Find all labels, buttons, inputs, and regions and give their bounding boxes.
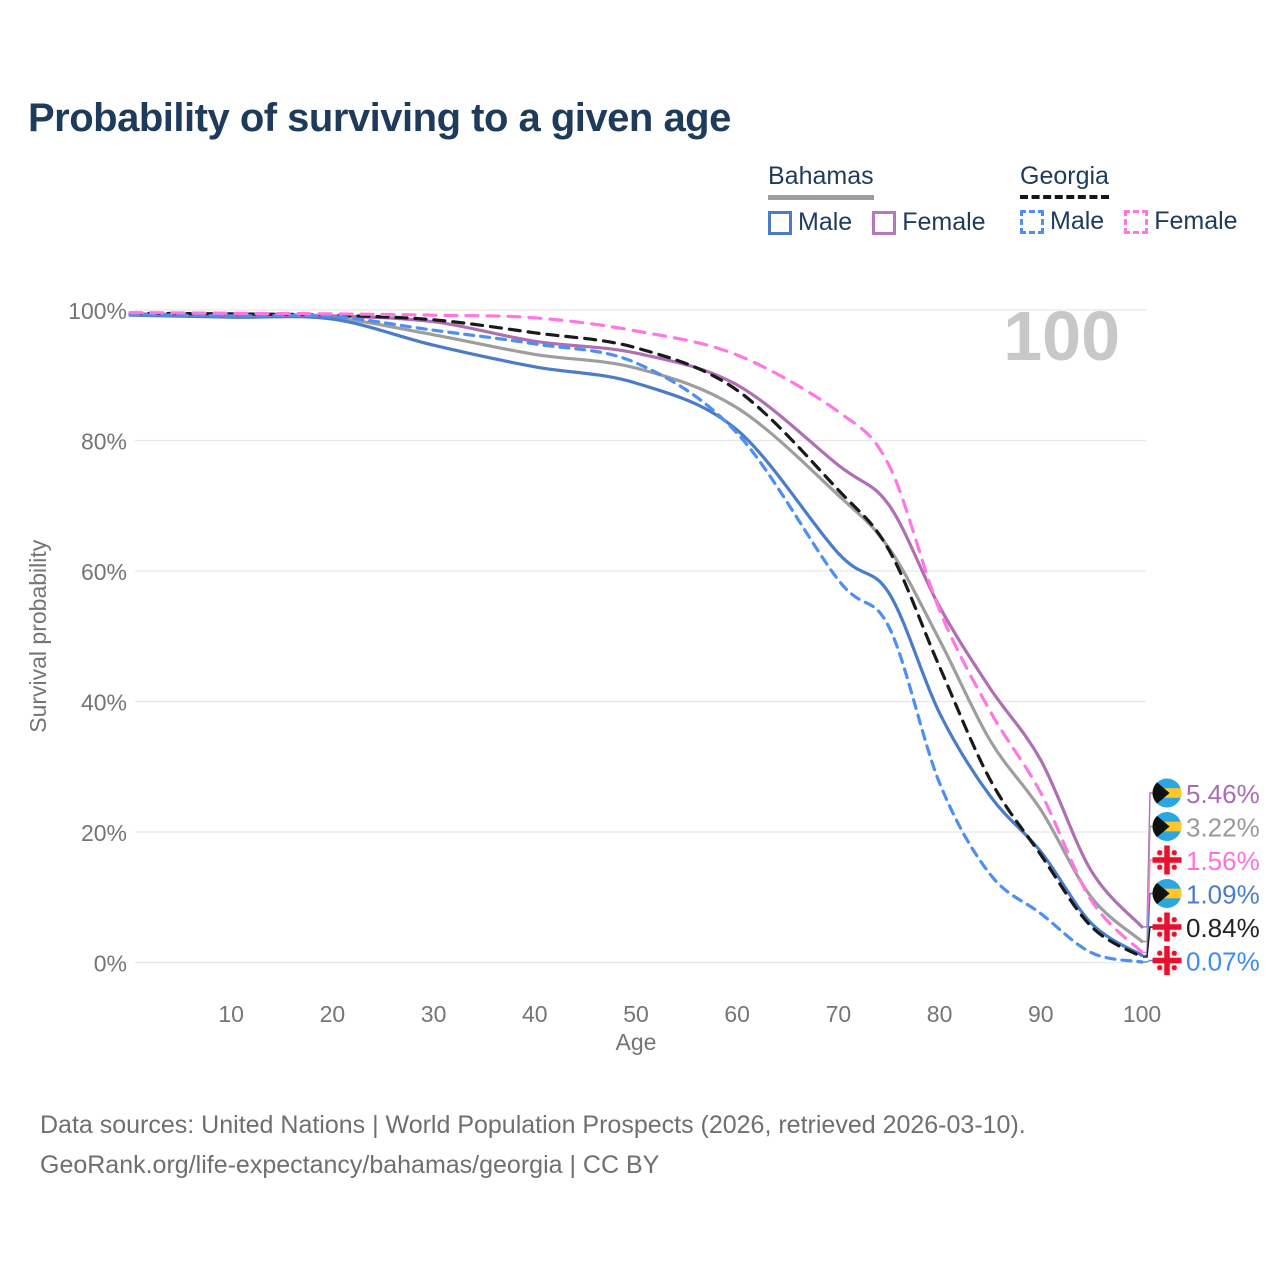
x-tick-label: 100 — [1123, 1001, 1161, 1027]
x-tick-label: 30 — [421, 1001, 447, 1027]
legend-item-label: Male — [1050, 207, 1105, 235]
x-tick-label: 90 — [1028, 1001, 1054, 1027]
y-tick-label: 20% — [81, 820, 127, 846]
x-tick-label: 80 — [927, 1001, 953, 1027]
end-label-leader — [1143, 892, 1153, 957]
series-line-georgia-total[interactable] — [128, 311, 1144, 959]
y-tick-label: 80% — [81, 429, 127, 455]
series-line-bahamas-male[interactable] — [128, 313, 1144, 957]
end-label-value: 0.84% — [1186, 913, 1260, 943]
georgia-male-swatch-icon — [1020, 209, 1044, 234]
series-line-georgia-female[interactable] — [128, 311, 1144, 954]
end-label-leader — [1143, 825, 1153, 943]
y-tick-label: 40% — [81, 690, 127, 716]
end-label-value: 5.46% — [1186, 779, 1260, 809]
legend-item-bahamas-male[interactable]: Male — [768, 208, 852, 237]
x-axis-title: Age — [616, 1029, 657, 1055]
end-label-value: 3.22% — [1186, 813, 1260, 843]
legend-group-bahamas: Bahamas Male Female — [768, 162, 986, 237]
x-tick-label: 70 — [826, 1001, 852, 1027]
legend-item-georgia-male[interactable]: Male — [1020, 207, 1104, 236]
y-tick-label: 100% — [68, 298, 127, 324]
legend-item-georgia-female[interactable]: Female — [1124, 207, 1238, 236]
bahamas-female-swatch-icon — [872, 210, 897, 235]
x-tick-label: 40 — [522, 1001, 548, 1027]
bahamas-flag-icon — [1152, 879, 1182, 908]
legend-group-georgia: Georgia Male Female — [1020, 162, 1238, 236]
legend-row-georgia: Male Female — [1020, 207, 1238, 236]
legend-item-label: Female — [902, 208, 986, 236]
end-label-value: 1.56% — [1186, 846, 1260, 876]
chart-title: Probability of surviving to a given age — [28, 96, 731, 140]
bahamas-flag-icon — [1152, 778, 1182, 808]
georgia-flag-icon — [1152, 946, 1182, 975]
end-label-value: 1.09% — [1186, 880, 1260, 910]
series-line-bahamas-female[interactable] — [128, 312, 1144, 929]
series-line-bahamas-total[interactable] — [128, 313, 1144, 944]
legend-item-bahamas-female[interactable]: Female — [872, 208, 986, 237]
georgia-flag-icon — [1152, 912, 1182, 942]
georgia-flag-icon — [1152, 845, 1182, 875]
age-watermark: 100 — [1003, 297, 1120, 375]
bahamas-male-swatch-icon — [768, 210, 792, 235]
y-tick-label: 60% — [81, 559, 127, 585]
end-label-leader — [1143, 859, 1153, 953]
legend-item-label: Female — [1154, 207, 1238, 235]
legend-row-bahamas: Male Female — [768, 208, 986, 237]
georgia-female-swatch-icon — [1124, 209, 1149, 234]
legend-group-title-georgia: Georgia — [1020, 162, 1109, 199]
data-sources-text: Data sources: United Nations | World Pop… — [40, 1111, 1026, 1139]
end-label-leader — [1143, 959, 1153, 963]
legend-group-title-bahamas: Bahamas — [768, 162, 874, 200]
bahamas-flag-icon — [1152, 812, 1182, 841]
x-tick-label: 60 — [724, 1001, 750, 1027]
y-axis-title: Survival probability — [25, 539, 51, 733]
y-tick-label: 0% — [94, 951, 127, 977]
end-label-value: 0.07% — [1186, 947, 1260, 977]
x-tick-label: 10 — [218, 1001, 244, 1027]
x-tick-label: 20 — [320, 1001, 346, 1027]
legend-item-label: Male — [798, 208, 853, 236]
attribution-link-text[interactable]: GeoRank.org/life-expectancy/bahamas/geor… — [40, 1150, 660, 1179]
x-tick-label: 50 — [623, 1001, 649, 1027]
footer: Data sources: United Nations | World Pop… — [40, 1106, 1026, 1185]
series-line-georgia-male[interactable] — [128, 313, 1144, 964]
end-label-leader — [1143, 926, 1153, 958]
